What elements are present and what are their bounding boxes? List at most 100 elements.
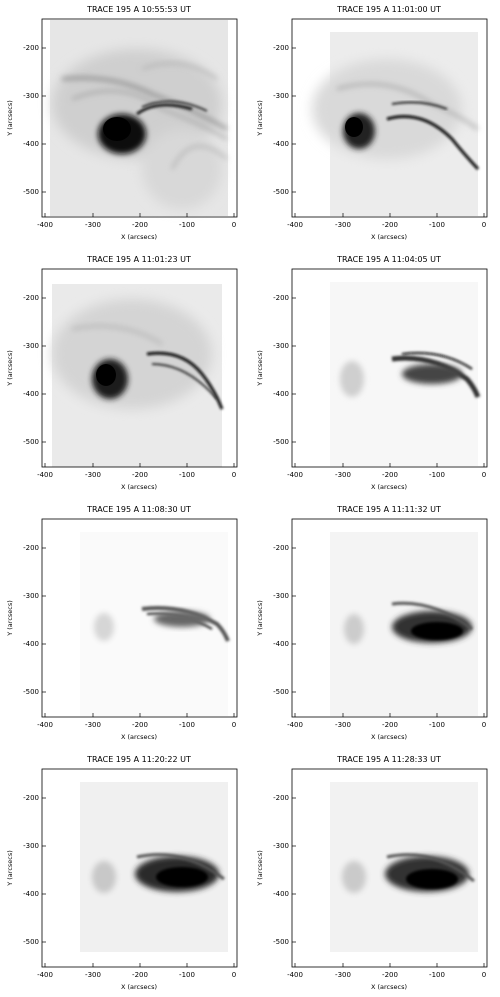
y-tick-label: -500 bbox=[23, 688, 39, 696]
y-axis: -200 -300 -400 -500 Y (arcsecs) bbox=[256, 44, 296, 196]
y-tick-label: -400 bbox=[273, 890, 289, 898]
x-tick-label: -400 bbox=[287, 721, 303, 729]
y-tick-label: -200 bbox=[273, 794, 289, 802]
panel-title: TRACE 195 A 11:08:30 UT bbox=[86, 505, 191, 514]
y-tick-label: -200 bbox=[273, 294, 289, 302]
x-axis-label: X (arcsecs) bbox=[371, 483, 407, 491]
x-axis-label: X (arcsecs) bbox=[371, 233, 407, 241]
x-tick-label: -100 bbox=[179, 221, 195, 229]
panel-6: TRACE 195 A 11:11:32 UT -400 -300 -200 -… bbox=[256, 505, 488, 741]
x-tick-label: -300 bbox=[85, 221, 101, 229]
x-tick-label: -300 bbox=[335, 721, 351, 729]
x-tick-label: -100 bbox=[429, 221, 445, 229]
y-tick-label: -500 bbox=[273, 188, 289, 196]
y-tick-label: -500 bbox=[273, 938, 289, 946]
x-tick-label: 0 bbox=[482, 221, 486, 229]
solar-image bbox=[330, 532, 478, 716]
x-tick-label: -300 bbox=[85, 971, 101, 979]
x-tick-label: -300 bbox=[335, 471, 351, 479]
y-axis-label: Y (arcsecs) bbox=[256, 600, 264, 637]
solar-image bbox=[312, 32, 480, 216]
y-tick-label: -200 bbox=[23, 544, 39, 552]
x-tick-label: -400 bbox=[37, 471, 53, 479]
y-axis: -200 -300 -400 -500 Y (arcsecs) bbox=[256, 294, 296, 446]
y-axis-label: Y (arcsecs) bbox=[6, 350, 14, 387]
y-tick-label: -400 bbox=[273, 140, 289, 148]
x-tick-label: -300 bbox=[335, 971, 351, 979]
x-axis: -400 -300 -200 -100 0 X (arcsecs) bbox=[37, 463, 236, 491]
y-tick-label: -300 bbox=[23, 592, 39, 600]
y-tick-label: -300 bbox=[23, 842, 39, 850]
x-axis-label: X (arcsecs) bbox=[121, 983, 157, 991]
x-axis: -400 -300 -200 -100 0 X (arcsecs) bbox=[37, 713, 236, 741]
x-tick-label: -200 bbox=[132, 971, 148, 979]
x-tick-label: -200 bbox=[132, 221, 148, 229]
y-axis-label: Y (arcsecs) bbox=[256, 350, 264, 387]
x-axis: -400 -300 -200 -100 0 X (arcsecs) bbox=[287, 213, 486, 241]
x-tick-label: -100 bbox=[429, 471, 445, 479]
y-axis: -200 -300 -400 -500 Y (arcsecs) bbox=[6, 294, 46, 446]
panel-title: TRACE 195 A 11:11:32 UT bbox=[336, 505, 441, 514]
x-axis: -400 -300 -200 -100 0 X (arcsecs) bbox=[37, 963, 236, 991]
x-axis-label: X (arcsecs) bbox=[121, 483, 157, 491]
x-tick-label: 0 bbox=[482, 971, 486, 979]
panel-title: TRACE 195 A 11:01:23 UT bbox=[86, 255, 191, 264]
x-axis-label: X (arcsecs) bbox=[371, 733, 407, 741]
x-axis: -400 -300 -200 -100 0 X (arcsecs) bbox=[287, 713, 486, 741]
y-axis: -200 -300 -400 -500 Y (arcsecs) bbox=[6, 544, 46, 696]
panel-2: TRACE 195 A 11:01:00 UT -400 -300 -200 -… bbox=[256, 5, 488, 241]
panel-5: TRACE 195 A 11:08:30 UT -400 -300 -200 -… bbox=[6, 505, 238, 741]
y-tick-label: -500 bbox=[273, 438, 289, 446]
y-tick-label: -500 bbox=[23, 438, 39, 446]
y-tick-label: -200 bbox=[23, 44, 39, 52]
x-tick-label: -400 bbox=[37, 721, 53, 729]
y-tick-label: -400 bbox=[273, 390, 289, 398]
y-axis: -200 -300 -400 -500 Y (arcsecs) bbox=[256, 544, 296, 696]
y-tick-label: -500 bbox=[273, 688, 289, 696]
y-axis-label: Y (arcsecs) bbox=[6, 850, 14, 887]
solar-image bbox=[52, 284, 224, 467]
y-tick-label: -200 bbox=[273, 544, 289, 552]
x-tick-label: -100 bbox=[179, 721, 195, 729]
x-tick-label: -100 bbox=[429, 971, 445, 979]
x-axis: -400 -300 -200 -100 0 X (arcsecs) bbox=[287, 963, 486, 991]
x-axis: -400 -300 -200 -100 0 X (arcsecs) bbox=[287, 463, 486, 491]
x-tick-label: 0 bbox=[232, 471, 236, 479]
y-tick-label: -200 bbox=[23, 294, 39, 302]
y-axis: -200 -300 -400 -500 Y (arcsecs) bbox=[256, 794, 296, 946]
panel-4: TRACE 195 A 11:04:05 UT -400 -300 -200 -… bbox=[256, 255, 488, 491]
x-tick-label: -300 bbox=[85, 721, 101, 729]
x-tick-label: -200 bbox=[382, 971, 398, 979]
solar-image bbox=[80, 782, 228, 952]
x-axis-label: X (arcsecs) bbox=[121, 233, 157, 241]
panel-8: TRACE 195 A 11:28:33 UT -400 -300 -200 -… bbox=[256, 755, 488, 991]
x-tick-label: -200 bbox=[382, 471, 398, 479]
y-axis: -200 -300 -400 -500 Y (arcsecs) bbox=[6, 794, 46, 946]
x-tick-label: 0 bbox=[482, 471, 486, 479]
y-tick-label: -300 bbox=[273, 342, 289, 350]
panel-title: TRACE 195 A 11:04:05 UT bbox=[336, 255, 441, 264]
solar-image bbox=[330, 782, 478, 952]
x-tick-label: -400 bbox=[37, 221, 53, 229]
panel-title: TRACE 195 A 11:28:33 UT bbox=[336, 755, 441, 764]
x-tick-label: 0 bbox=[482, 721, 486, 729]
y-tick-label: -500 bbox=[23, 188, 39, 196]
y-axis-label: Y (arcsecs) bbox=[256, 100, 264, 137]
solar-image bbox=[50, 20, 228, 216]
x-axis-label: X (arcsecs) bbox=[121, 733, 157, 741]
x-tick-label: -200 bbox=[382, 721, 398, 729]
x-tick-label: -400 bbox=[287, 971, 303, 979]
y-axis-label: Y (arcsecs) bbox=[256, 850, 264, 887]
y-tick-label: -400 bbox=[23, 890, 39, 898]
panel-title: TRACE 195 A 11:01:00 UT bbox=[336, 5, 441, 14]
x-axis: -400 -300 -200 -100 0 X (arcsecs) bbox=[37, 213, 236, 241]
x-tick-label: -200 bbox=[132, 471, 148, 479]
x-tick-label: -200 bbox=[132, 721, 148, 729]
x-tick-label: -200 bbox=[382, 221, 398, 229]
y-tick-label: -300 bbox=[273, 92, 289, 100]
y-tick-label: -300 bbox=[23, 92, 39, 100]
y-tick-label: -200 bbox=[273, 44, 289, 52]
x-tick-label: -300 bbox=[85, 471, 101, 479]
x-tick-label: 0 bbox=[232, 221, 236, 229]
